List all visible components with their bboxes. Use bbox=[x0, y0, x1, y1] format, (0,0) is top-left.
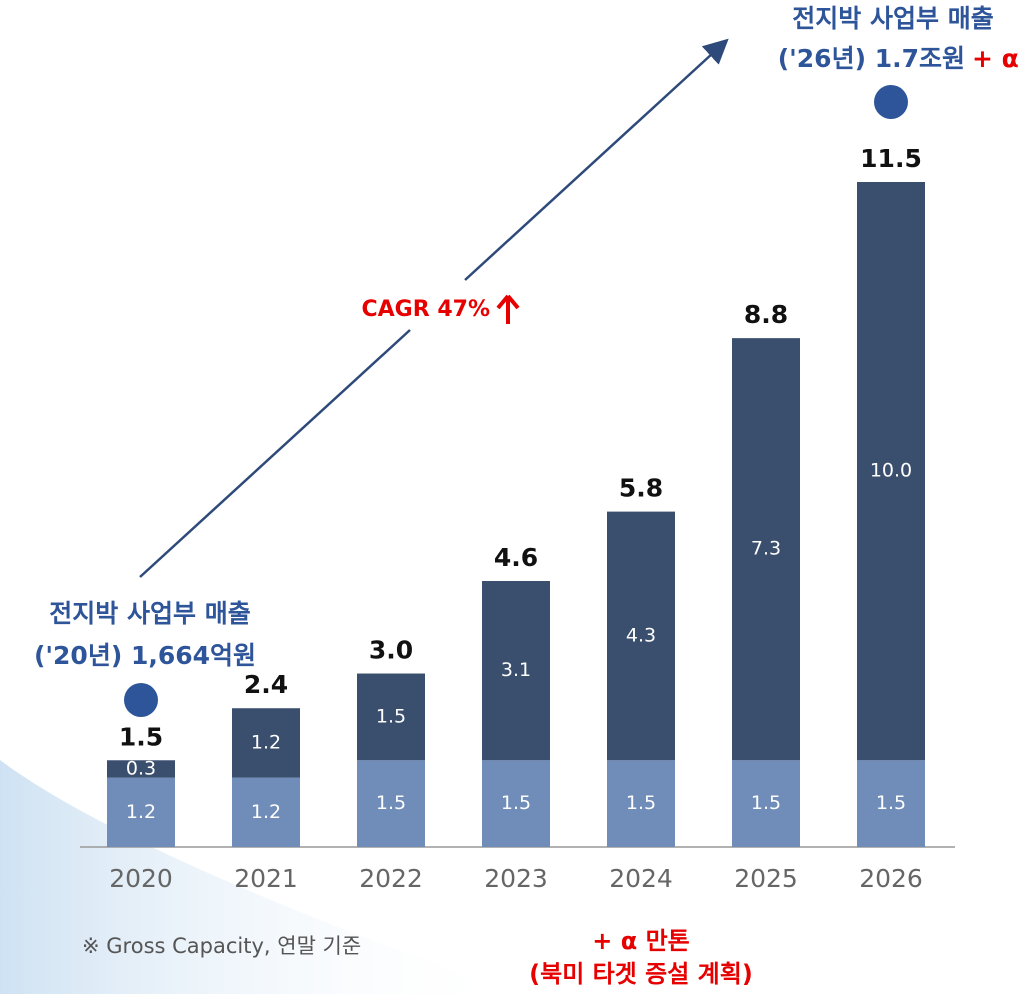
up-arrow-icon bbox=[496, 294, 520, 324]
bar-value-label: 1.2 bbox=[126, 801, 156, 823]
bar-value-label: 1.2 bbox=[251, 801, 281, 823]
note: ※ Gross Capacity, 연말 기준 bbox=[82, 934, 361, 958]
bar-segment bbox=[857, 760, 925, 847]
background-swoosh bbox=[0, 760, 520, 994]
annotation: + α bbox=[972, 44, 1019, 73]
annotation: ('26년) 1.7조원 bbox=[778, 44, 965, 73]
bar-segment bbox=[232, 708, 300, 778]
trend-arrow bbox=[464, 38, 729, 281]
bar-value-label: 7.3 bbox=[751, 538, 781, 560]
x-tick-label: 2026 bbox=[859, 864, 923, 893]
bar-value-label: 0.3 bbox=[126, 757, 156, 779]
annotation: ('20년) 1,664억원 bbox=[34, 641, 256, 670]
x-tick-label: 2024 bbox=[609, 864, 673, 893]
annotation: + α 만톤 bbox=[592, 927, 689, 955]
x-tick-label: 2025 bbox=[734, 864, 798, 893]
marker-dot bbox=[124, 683, 158, 717]
bar-segment bbox=[732, 760, 800, 847]
bar-value-label: 1.5 bbox=[376, 792, 406, 814]
bar-segment bbox=[357, 673, 425, 761]
marker-dot bbox=[874, 85, 908, 119]
bar-value-label: 1.5 bbox=[876, 792, 906, 814]
annotation: 전지박 사업부 매출 bbox=[792, 4, 993, 33]
total-label: 4.6 bbox=[494, 543, 538, 572]
bar-segment bbox=[482, 760, 550, 847]
bar-value-label: 3.1 bbox=[501, 659, 531, 681]
bar-segment bbox=[857, 182, 925, 761]
x-tick-label: 2021 bbox=[234, 864, 298, 893]
total-label: 8.8 bbox=[744, 300, 788, 329]
bar-segment bbox=[607, 511, 675, 761]
total-label: 1.5 bbox=[119, 722, 163, 751]
bar-value-label: 4.3 bbox=[626, 624, 656, 646]
bar-segment bbox=[482, 581, 550, 761]
bar-value-label: 10.0 bbox=[870, 460, 912, 482]
x-tick-label: 2020 bbox=[109, 864, 173, 893]
total-label: 5.8 bbox=[619, 474, 663, 503]
bar-segment bbox=[357, 760, 425, 847]
annotation: (북미 타겟 증설 계획) bbox=[529, 960, 753, 988]
annotation: CAGR 47% bbox=[362, 297, 491, 322]
bar-segment bbox=[232, 777, 300, 847]
bar-segment bbox=[607, 760, 675, 847]
x-tick-label: 2022 bbox=[359, 864, 423, 893]
bar-segment bbox=[107, 760, 175, 778]
x-tick-label: 2023 bbox=[484, 864, 548, 893]
bar-value-label: 1.2 bbox=[251, 731, 281, 753]
bar-value-label: 1.5 bbox=[626, 792, 656, 814]
bar-segment bbox=[107, 777, 175, 847]
bar-value-label: 1.5 bbox=[751, 792, 781, 814]
total-label: 2.4 bbox=[244, 670, 288, 699]
bar-value-label: 1.5 bbox=[501, 792, 531, 814]
bar-value-label: 1.5 bbox=[376, 705, 406, 727]
total-label: 3.0 bbox=[369, 636, 413, 665]
bar-segment bbox=[732, 338, 800, 761]
trend-arrow bbox=[139, 329, 411, 578]
annotation: 전지박 사업부 매출 bbox=[49, 599, 250, 628]
total-label: 11.5 bbox=[860, 144, 922, 173]
